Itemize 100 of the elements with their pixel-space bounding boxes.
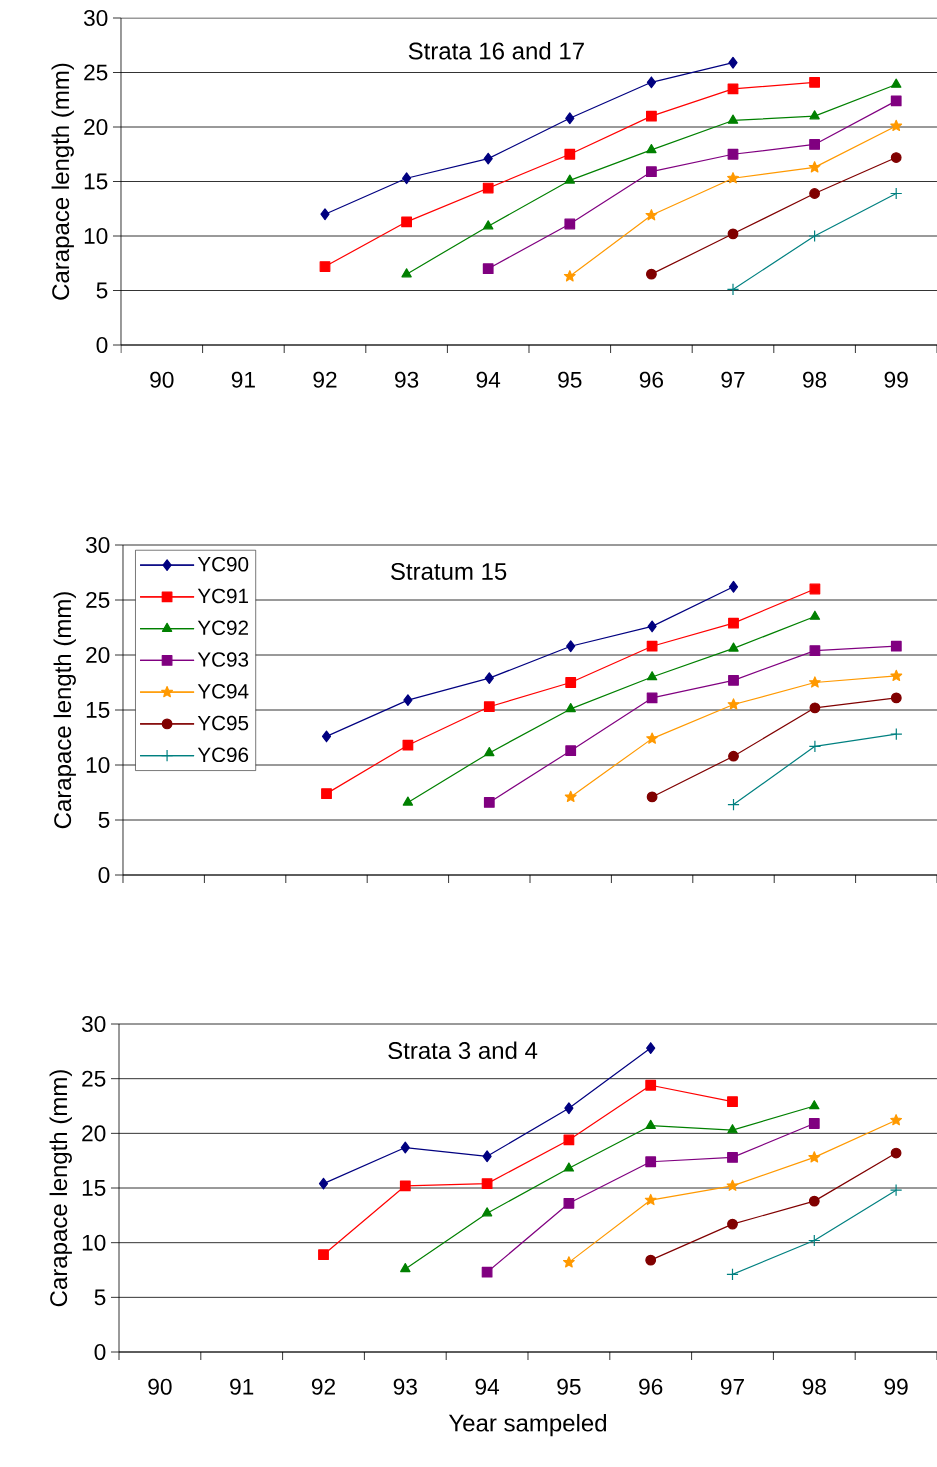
x-tick-label: 92 [313,371,337,388]
point [808,229,821,243]
point [399,1180,411,1192]
x-tick-label: 91 [231,371,255,388]
point [321,730,332,743]
point [566,640,576,653]
x-tick-label: 98 [803,371,827,388]
point [402,796,414,806]
y-tick-label: 5 [98,812,110,828]
point [646,732,659,744]
point [645,1254,657,1266]
point [563,1197,575,1209]
point [402,172,412,185]
point [484,672,494,685]
y-tick-label: 10 [82,1234,106,1251]
point [727,698,740,710]
point [728,750,739,762]
point [890,1147,902,1159]
y-axis-title: Carapace length (mm) [49,1070,72,1307]
x-tick-label: 94 [476,371,501,388]
y-tick-label: 30 [83,9,108,27]
legend-label: YC94 [197,683,249,699]
y-axis-title: Carapace length (mm) [53,592,76,829]
point [809,702,821,714]
point [401,268,412,278]
point [483,701,495,713]
point [401,216,412,228]
point [809,110,820,120]
point [727,798,740,811]
point [483,797,495,808]
point [726,1179,739,1191]
point [808,161,821,173]
point [728,580,739,593]
point [809,188,820,199]
point [728,617,739,629]
point [890,728,903,741]
legend-label: YC95 [197,715,249,731]
point [808,1118,820,1129]
point [890,187,903,200]
point [727,1152,738,1163]
legend-label: YC96 [197,747,249,763]
point [565,745,577,757]
x-tick-label: 99 [884,1378,908,1395]
point [645,1156,657,1168]
legend-label: YC93 [197,652,249,667]
point [403,694,413,707]
point [727,114,739,124]
point [645,1119,656,1129]
y-tick-label: 5 [96,282,108,299]
text: Stratum 15 [390,562,507,580]
point [482,182,494,194]
x-tick-label: 96 [639,371,663,388]
y-tick-label: 0 [94,1343,106,1361]
y-tick-label: 25 [84,64,108,81]
y-tick-label: 0 [96,336,108,354]
point [646,166,657,178]
text: Strata 16 and 17 [408,41,584,60]
point [809,583,821,595]
point [646,671,658,681]
point [563,1162,575,1172]
point [728,642,739,652]
y-tick-label: 0 [98,866,110,884]
point [890,1114,903,1126]
y-axis-title: Carapace length (mm) [51,63,74,300]
point [646,692,658,704]
point [565,702,576,713]
point [563,270,576,282]
point [400,1141,410,1154]
point [890,78,902,88]
point [564,790,577,803]
point [564,148,576,160]
point [727,228,739,240]
point [726,283,740,296]
x-tick-label: 97 [721,371,745,388]
x-tick-label: 95 [558,371,582,388]
y-tick-label: 5 [94,1289,106,1306]
point [564,218,576,230]
y-tick-label: 20 [84,118,108,136]
x-tick-label: 96 [639,1378,663,1395]
point [809,645,821,657]
point [400,1262,411,1273]
point [483,152,493,165]
x-tick-label: 98 [802,1378,826,1395]
y-tick-label: 15 [82,1180,106,1196]
point [727,1218,738,1230]
point [727,172,739,184]
point [645,209,658,221]
point [482,263,494,275]
point [646,791,658,803]
point [319,261,331,272]
y-tick-label: 20 [82,1125,106,1142]
legend-label: YC92 [197,620,248,636]
point [646,1042,656,1054]
x-tick-label: 90 [148,1378,172,1395]
point [484,746,495,757]
point [481,1178,493,1190]
point [646,640,658,652]
point [808,1151,821,1163]
point [728,56,738,69]
point [482,1150,492,1163]
